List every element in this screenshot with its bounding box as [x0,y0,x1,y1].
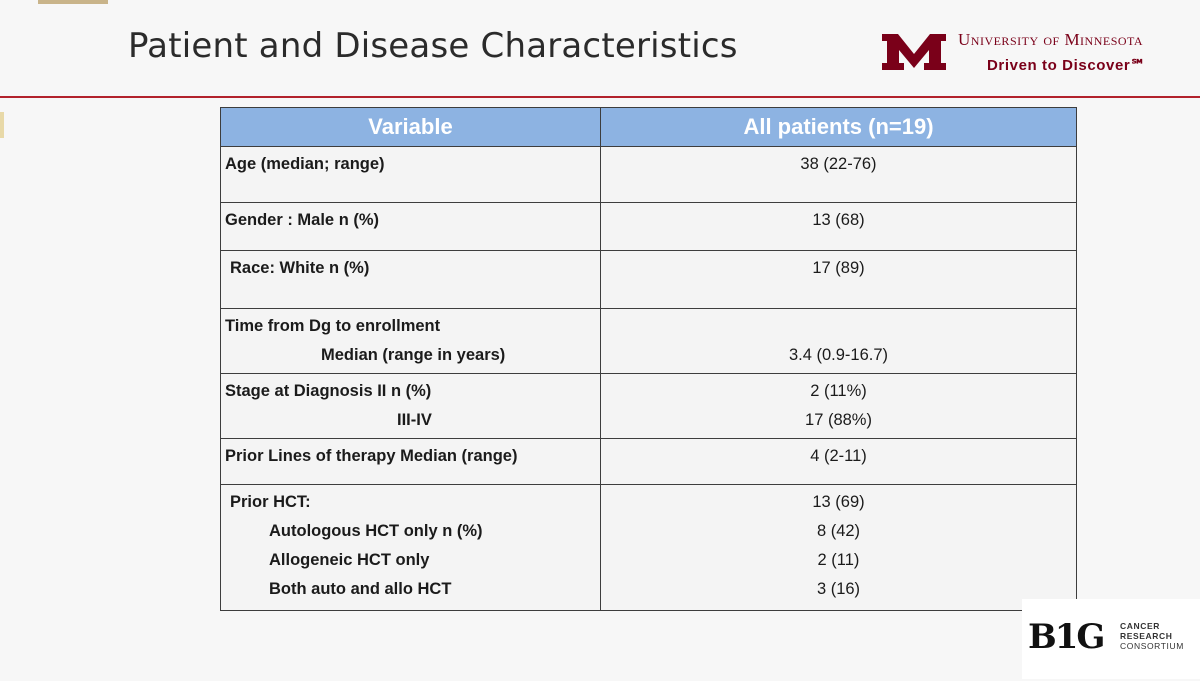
big-ten-consortium-logo: B1G CANCER RESEARCH CONSORTIUM [1022,599,1200,679]
row-value: 38 (22-76) [600,146,1077,203]
table-row: Stage at Diagnosis II n (%) III-IV 2 (11… [220,373,1077,439]
row-value: 2 (11%) 17 (88%) [600,373,1077,439]
consortium-text: CANCER RESEARCH CONSORTIUM [1120,621,1184,651]
characteristics-table-container: Variable All patients (n=19) Age (median… [220,107,1077,611]
column-header-variable: Variable [220,107,601,147]
consortium-line-2: RESEARCH [1120,631,1173,641]
table-row: Time from Dg to enrollment Median (range… [220,308,1077,374]
row-label: Stage at Diagnosis II n (%) III-IV [220,373,601,439]
table-row: Prior HCT: Autologous HCT only n (%) All… [220,484,1077,611]
slide-top-accent [38,0,108,4]
row-value: 13 (68) [600,202,1077,251]
university-tagline: Driven to Discover℠ [987,57,1147,74]
title-divider [0,96,1200,98]
consortium-line-1: CANCER [1120,621,1160,631]
university-name: University of Minnesota [958,30,1144,49]
university-brand: University of Minnesota Driven to Discov… [880,28,1200,78]
characteristics-table: Variable All patients (n=19) Age (median… [220,107,1077,611]
table-row: Prior Lines of therapy Median (range) 4 … [220,438,1077,485]
table-row: Age (median; range) 38 (22-76) [220,146,1077,203]
table-row: Gender : Male n (%) 13 (68) [220,202,1077,251]
row-label: Time from Dg to enrollment Median (range… [220,308,601,374]
row-label: Gender : Male n (%) [220,202,601,251]
slide-left-accent [0,112,4,138]
block-m-logo-icon [882,34,946,70]
row-value: 13 (69) 8 (42) 2 (11) 3 (16) [600,484,1077,611]
row-label: Prior Lines of therapy Median (range) [220,438,601,485]
column-header-all-patients: All patients (n=19) [600,107,1077,147]
b1g-mark: B1G [1028,617,1105,657]
table-row: Race: White n (%) 17 (89) [220,250,1077,309]
slide-title: Patient and Disease Characteristics [128,26,738,66]
row-label: Prior HCT: Autologous HCT only n (%) All… [220,484,601,611]
consortium-line-3: CONSORTIUM [1120,641,1184,651]
row-value: 3.4 (0.9-16.7) [600,308,1077,374]
row-label: Race: White n (%) [220,250,601,309]
row-value: 4 (2-11) [600,438,1077,485]
row-label: Age (median; range) [220,146,601,203]
row-value: 17 (89) [600,250,1077,309]
table-header-row: Variable All patients (n=19) [220,107,1077,147]
